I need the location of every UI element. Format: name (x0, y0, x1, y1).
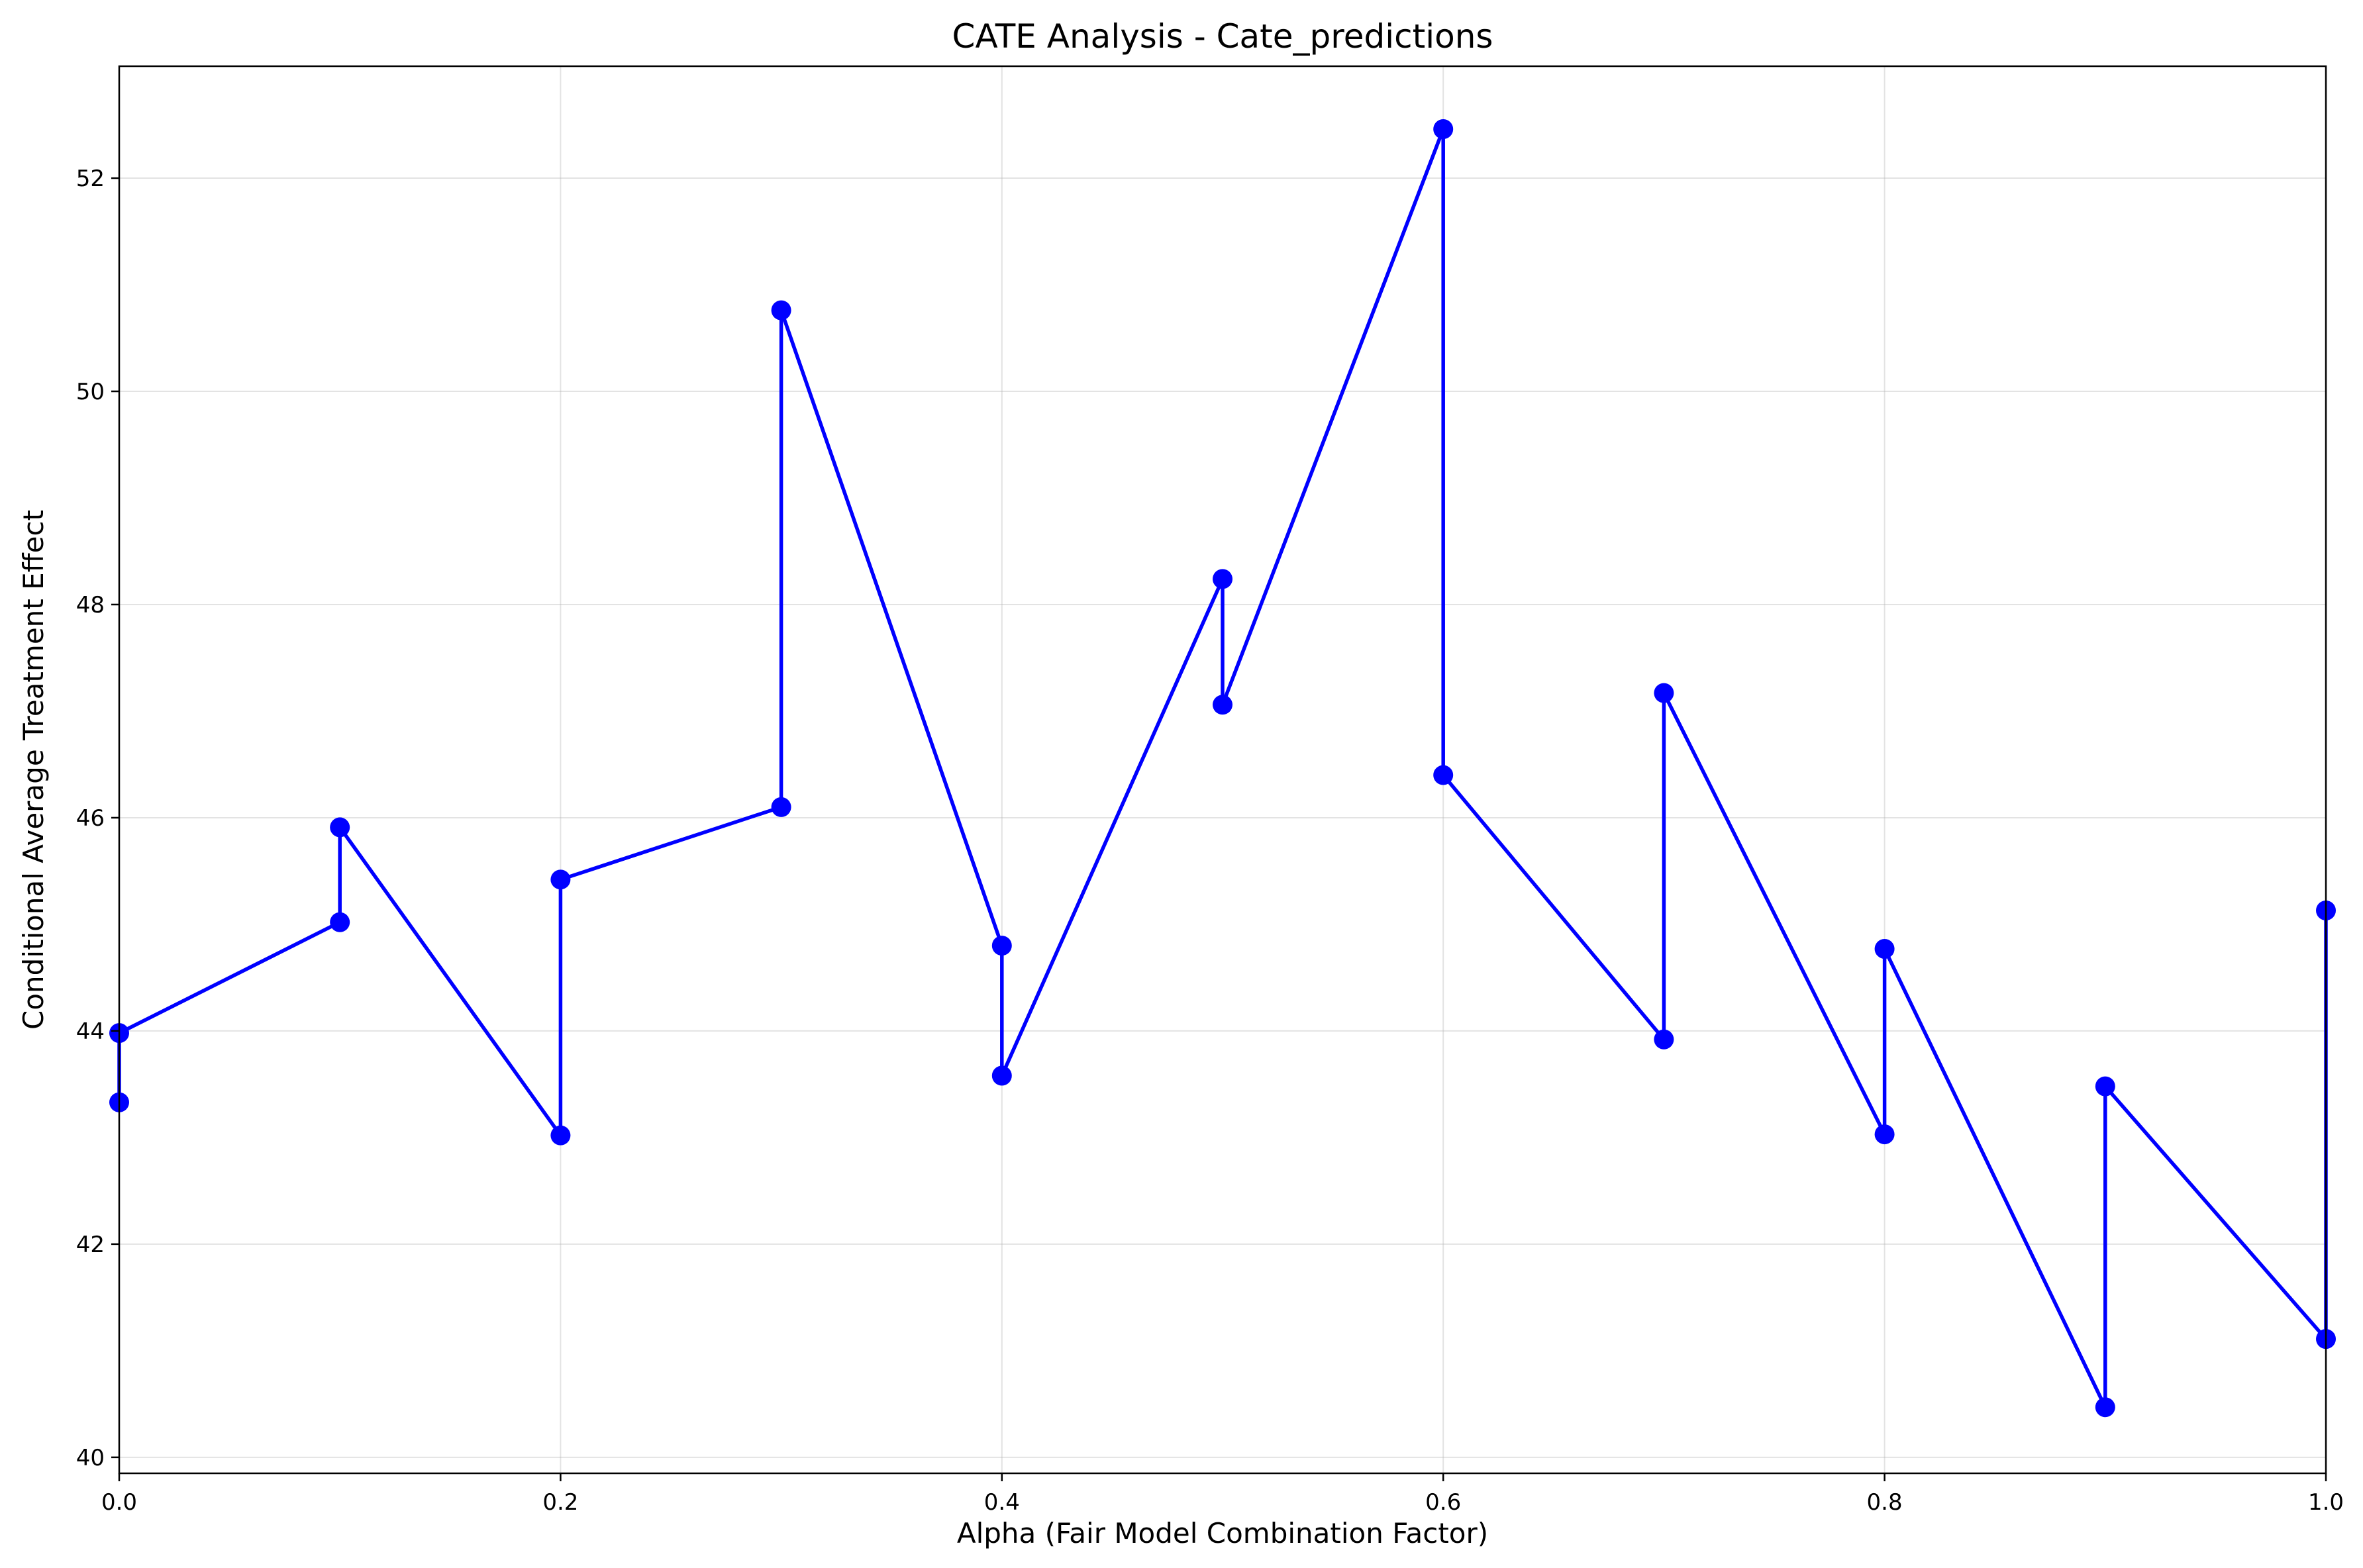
x-tick-label: 1.0 (2308, 1489, 2344, 1516)
x-tick-label: 0.4 (984, 1489, 1020, 1516)
data-point (1654, 1029, 1674, 1050)
x-axis-label: Alpha (Fair Model Combination Factor) (957, 1517, 1488, 1549)
series-layer (109, 119, 2336, 1418)
y-tick-label: 52 (76, 166, 105, 192)
x-tick-label: 0.8 (1867, 1489, 1903, 1516)
data-point (1433, 765, 1454, 785)
data-point (2095, 1397, 2115, 1418)
data-point (1874, 1124, 1895, 1145)
data-point (1874, 938, 1895, 959)
x-axis-ticks: 0.0 0.2 0.4 0.6 0.8 1.0 (101, 1473, 2344, 1516)
x-tick-label: 0.2 (542, 1489, 578, 1516)
y-tick-label: 40 (76, 1445, 105, 1471)
y-tick-label: 50 (76, 379, 105, 405)
y-axis-ticks: 40 42 44 46 48 50 52 (76, 166, 119, 1471)
chart-title: CATE Analysis - Cate_predictions (952, 17, 1493, 56)
data-point (991, 1065, 1012, 1086)
y-tick-label: 46 (76, 805, 105, 832)
y-tick-label: 48 (76, 592, 105, 618)
y-tick-label: 42 (76, 1232, 105, 1258)
y-tick-label: 44 (76, 1018, 105, 1045)
plot-frame (118, 65, 2327, 1475)
data-point (1213, 569, 1232, 589)
data-point (1433, 119, 1454, 139)
data-point (2095, 1076, 2115, 1097)
data-point (330, 912, 350, 932)
data-point (550, 1125, 571, 1146)
data-point (330, 817, 350, 838)
x-tick-label: 0.6 (1425, 1489, 1461, 1516)
data-point (991, 936, 1012, 956)
y-axis-label: Conditional Average Treatment Effect (17, 510, 50, 1030)
data-point (771, 300, 791, 320)
data-point (771, 797, 791, 817)
data-point (1654, 683, 1674, 703)
data-point (550, 869, 571, 890)
data-point (1213, 695, 1232, 715)
series-line (117, 127, 2328, 1409)
x-tick-label: 0.0 (101, 1489, 137, 1516)
